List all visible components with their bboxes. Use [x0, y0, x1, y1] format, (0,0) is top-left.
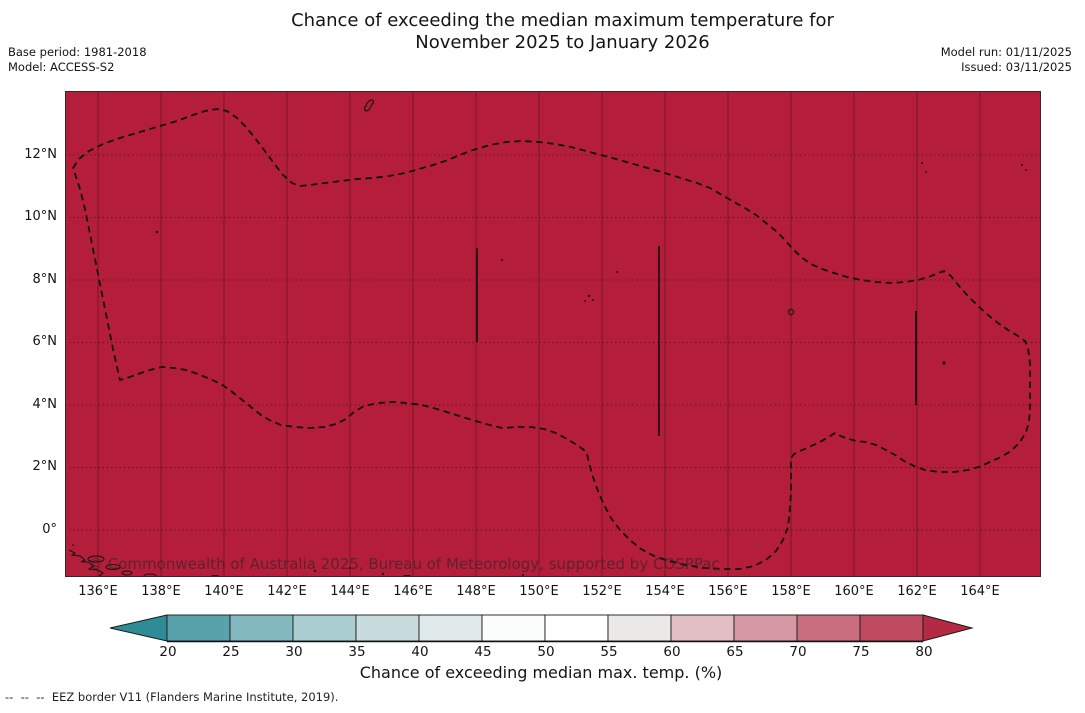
- colorbar-over-arrow: [922, 614, 974, 642]
- x-tick-136e: 136°E: [78, 584, 118, 599]
- island-marks: [155, 99, 1027, 365]
- colorbar-seg-55-60: [607, 614, 672, 642]
- cb-tick-30: 30: [285, 644, 303, 660]
- x-tick-152e: 152°E: [582, 584, 622, 599]
- eez-border-path: [72, 108, 1031, 570]
- colorbar-seg-20-25: [166, 614, 231, 642]
- x-tick-142e: 142°E: [267, 584, 307, 599]
- colorbar-seg-25-30: [229, 614, 294, 642]
- cb-tick-55: 55: [600, 644, 618, 660]
- cb-tick-60: 60: [663, 644, 681, 660]
- page-title: Chance of exceeding the median maximum t…: [40, 10, 1085, 54]
- x-tick-154e: 154°E: [645, 584, 685, 599]
- eez-meridian-lines: [476, 246, 917, 436]
- y-tick-6n: 6°N: [32, 334, 58, 349]
- colorbar-seg-35-40: [355, 614, 420, 642]
- model-text: Model: ACCESS-S2: [8, 59, 115, 74]
- title-line-2: November 2025 to January 2026: [415, 32, 710, 53]
- cb-tick-75: 75: [852, 644, 870, 660]
- cb-tick-45: 45: [474, 644, 492, 660]
- map-background: [65, 91, 1041, 577]
- cb-tick-25: 25: [222, 644, 240, 660]
- cb-tick-35: 35: [348, 644, 366, 660]
- model-run-text: Model run: 01/11/2025: [940, 45, 1072, 59]
- longitude-gridlines: [97, 91, 981, 577]
- colorbar-under-arrow: [109, 614, 168, 642]
- map-plot: © Commonwealth of Australia 2025, Bureau…: [65, 91, 1041, 577]
- issued-text: Issued: 03/11/2025: [961, 59, 1072, 74]
- colorbar-seg-60-65: [670, 614, 735, 642]
- coastline-fragments: [68, 544, 524, 577]
- x-tick-140e: 140°E: [204, 584, 244, 599]
- x-tick-144e: 144°E: [330, 584, 370, 599]
- colorbar-seg-45-50: [481, 614, 546, 642]
- colorbar-label: Chance of exceeding median max. temp. (%…: [359, 663, 723, 682]
- cb-tick-80: 80: [915, 644, 933, 660]
- cb-tick-20: 20: [159, 644, 177, 660]
- y-tick-0: 0°: [42, 522, 57, 537]
- colorbar-seg-40-45: [418, 614, 483, 642]
- x-tick-160e: 160°E: [834, 584, 874, 599]
- x-tick-158e: 158°E: [771, 584, 811, 599]
- title-line-1: Chance of exceeding the median maximum t…: [291, 10, 834, 31]
- y-tick-12n: 12°N: [24, 147, 57, 162]
- x-tick-156e: 156°E: [708, 584, 748, 599]
- x-tick-162e: 162°E: [897, 584, 937, 599]
- colorbar-seg-65-70: [733, 614, 798, 642]
- eez-border-legend: -- -- -- EEZ border V11 (Flanders Marine…: [5, 690, 339, 704]
- x-tick-148e: 148°E: [456, 584, 496, 599]
- y-tick-8n: 8°N: [32, 272, 58, 287]
- pohnpei-island-ring: [787, 308, 795, 316]
- colorbar: [109, 614, 974, 643]
- x-tick-150e: 150°E: [519, 584, 559, 599]
- map-frame: [65, 91, 1041, 577]
- x-tick-164e: 164°E: [960, 584, 1000, 599]
- meta-right: Model run: 01/11/2025 Issued: 03/11/2025: [941, 45, 1072, 74]
- cb-tick-65: 65: [726, 644, 744, 660]
- y-tick-10n: 10°N: [24, 209, 57, 224]
- base-period-text: Base period: 1981-2018: [8, 45, 147, 59]
- colorbar-seg-70-75: [796, 614, 861, 642]
- y-tick-2n: 2°N: [32, 459, 58, 474]
- x-tick-138e: 138°E: [141, 584, 181, 599]
- cb-tick-40: 40: [411, 644, 429, 660]
- cb-tick-70: 70: [789, 644, 807, 660]
- meta-left: Base period: 1981-2018 Model: ACCESS-S2: [8, 45, 147, 74]
- colorbar-seg-30-35: [292, 614, 357, 642]
- copyright-watermark: © Commonwealth of Australia 2025, Bureau…: [88, 555, 720, 573]
- colorbar-segments: [166, 614, 924, 642]
- y-tick-4n: 4°N: [32, 397, 58, 412]
- guam-island-outline: [363, 99, 375, 112]
- latitude-gridlines: [65, 154, 1041, 531]
- x-tick-146e: 146°E: [393, 584, 433, 599]
- colorbar-seg-75-80: [859, 614, 924, 642]
- colorbar-seg-50-55: [544, 614, 609, 642]
- cb-tick-50: 50: [537, 644, 555, 660]
